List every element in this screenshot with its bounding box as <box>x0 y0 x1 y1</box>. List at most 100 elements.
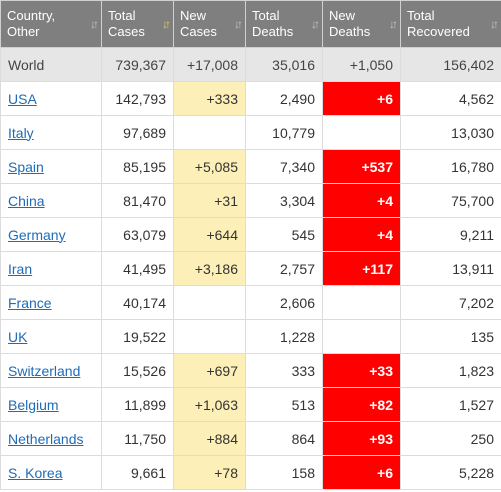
sort-arrows-icon[interactable]: ↓↑ <box>311 17 320 31</box>
total-deaths-cell: 7,340 <box>245 149 323 184</box>
header-line-2: Cases <box>180 24 217 39</box>
new-deaths-cell: +82 <box>322 387 401 422</box>
total-recovered-cell: 1,823 <box>400 353 501 388</box>
new-cases-cell: +3,186 <box>173 251 246 286</box>
new-cases-cell: +31 <box>173 183 246 218</box>
header-line-1: Total <box>252 8 280 23</box>
header-row: Country, Other ↓↑ Total Cases ↓↑ New Cas… <box>0 0 501 48</box>
header-line-2: Deaths <box>252 24 294 39</box>
column-header-new-cases[interactable]: New Cases ↓↑ <box>173 0 246 48</box>
new-deaths-cell: +4 <box>322 183 401 218</box>
header-line-1: New <box>180 8 207 23</box>
header-line-1: Total <box>407 8 435 23</box>
world-total-row: World 739,367 +17,008 35,016 +1,050 156,… <box>0 47 501 82</box>
country-cell: S. Korea <box>0 455 102 490</box>
country-cell: Italy <box>0 115 102 150</box>
total-recovered-cell: 9,211 <box>400 217 501 252</box>
total-cases-cell: 9,661 <box>101 455 174 490</box>
total-cases-cell: 142,793 <box>101 81 174 116</box>
table-row: China 81,470 +31 3,304 +4 75,700 <box>0 183 501 218</box>
total-cases-cell: 11,750 <box>101 421 174 456</box>
table-row: Belgium 11,899 +1,063 513 +82 1,527 <box>0 387 501 422</box>
table-body: World 739,367 +17,008 35,016 +1,050 156,… <box>0 47 501 490</box>
header-line-2: Other <box>7 24 40 39</box>
table-row: Spain 85,195 +5,085 7,340 +537 16,780 <box>0 149 501 184</box>
new-cases-cell <box>173 285 246 320</box>
world-total-cases: 739,367 <box>101 47 174 82</box>
header-line-2: Recovered <box>407 24 470 39</box>
header-line-1: Country, <box>7 8 56 23</box>
country-link[interactable]: Iran <box>8 260 33 277</box>
column-header-total-cases[interactable]: Total Cases ↓↑ <box>101 0 174 48</box>
column-header-total-recovered[interactable]: Total Recovered ↓↑ <box>400 0 501 48</box>
country-link[interactable]: S. Korea <box>8 464 63 481</box>
total-deaths-cell: 10,779 <box>245 115 323 150</box>
country-link[interactable]: Spain <box>8 158 44 175</box>
table-row: USA 142,793 +333 2,490 +6 4,562 <box>0 81 501 116</box>
sort-arrows-icon[interactable]: ↓↑ <box>162 17 171 31</box>
total-deaths-cell: 2,606 <box>245 285 323 320</box>
total-recovered-cell: 5,228 <box>400 455 501 490</box>
total-recovered-cell: 13,911 <box>400 251 501 286</box>
header-line-2: Deaths <box>329 24 371 39</box>
country-link[interactable]: UK <box>8 328 28 345</box>
new-deaths-cell: +93 <box>322 421 401 456</box>
country-link[interactable]: Italy <box>8 124 34 141</box>
total-cases-cell: 11,899 <box>101 387 174 422</box>
sort-arrows-icon[interactable]: ↓↑ <box>389 17 398 31</box>
total-cases-cell: 85,195 <box>101 149 174 184</box>
total-deaths-cell: 2,757 <box>245 251 323 286</box>
total-deaths-cell: 864 <box>245 421 323 456</box>
new-cases-cell: +333 <box>173 81 246 116</box>
world-new-deaths: +1,050 <box>322 47 401 82</box>
total-deaths-cell: 158 <box>245 455 323 490</box>
country-cell: Germany <box>0 217 102 252</box>
country-link[interactable]: Switzerland <box>8 362 81 379</box>
total-deaths-cell: 2,490 <box>245 81 323 116</box>
world-total-recovered: 156,402 <box>400 47 501 82</box>
country-cell: Belgium <box>0 387 102 422</box>
new-cases-cell: +697 <box>173 353 246 388</box>
table-row: Germany 63,079 +644 545 +4 9,211 <box>0 217 501 252</box>
country-cell: UK <box>0 319 102 354</box>
table-row: Italy 97,689 10,779 13,030 <box>0 115 501 150</box>
country-cell: Netherlands <box>0 421 102 456</box>
table-row: UK 19,522 1,228 135 <box>0 319 501 354</box>
column-header-country[interactable]: Country, Other ↓↑ <box>0 0 102 48</box>
total-cases-cell: 40,174 <box>101 285 174 320</box>
new-deaths-cell <box>322 115 401 150</box>
total-recovered-cell: 135 <box>400 319 501 354</box>
new-deaths-cell: +6 <box>322 455 401 490</box>
total-cases-cell: 19,522 <box>101 319 174 354</box>
column-header-total-deaths[interactable]: Total Deaths ↓↑ <box>245 0 323 48</box>
country-link[interactable]: USA <box>8 90 37 107</box>
table-row: Switzerland 15,526 +697 333 +33 1,823 <box>0 353 501 388</box>
total-recovered-cell: 16,780 <box>400 149 501 184</box>
total-deaths-cell: 545 <box>245 217 323 252</box>
sort-arrows-icon[interactable]: ↓↑ <box>234 17 243 31</box>
new-cases-cell: +5,085 <box>173 149 246 184</box>
country-link[interactable]: France <box>8 294 52 311</box>
sort-arrows-icon[interactable]: ↓↑ <box>90 17 99 31</box>
country-link[interactable]: Netherlands <box>8 430 84 447</box>
new-cases-cell: +1,063 <box>173 387 246 422</box>
column-header-new-deaths[interactable]: New Deaths ↓↑ <box>322 0 401 48</box>
total-deaths-cell: 1,228 <box>245 319 323 354</box>
new-deaths-cell: +117 <box>322 251 401 286</box>
country-cell: China <box>0 183 102 218</box>
sort-arrows-icon[interactable]: ↓↑ <box>490 17 499 31</box>
country-cell: Spain <box>0 149 102 184</box>
new-cases-cell: +644 <box>173 217 246 252</box>
new-deaths-cell: +33 <box>322 353 401 388</box>
country-link[interactable]: China <box>8 192 45 209</box>
new-cases-cell <box>173 115 246 150</box>
total-deaths-cell: 513 <box>245 387 323 422</box>
new-deaths-cell: +6 <box>322 81 401 116</box>
new-cases-cell: +884 <box>173 421 246 456</box>
total-cases-cell: 15,526 <box>101 353 174 388</box>
country-link[interactable]: Germany <box>8 226 66 243</box>
new-cases-cell: +78 <box>173 455 246 490</box>
country-link[interactable]: Belgium <box>8 396 59 413</box>
header-line-2: Cases <box>108 24 145 39</box>
